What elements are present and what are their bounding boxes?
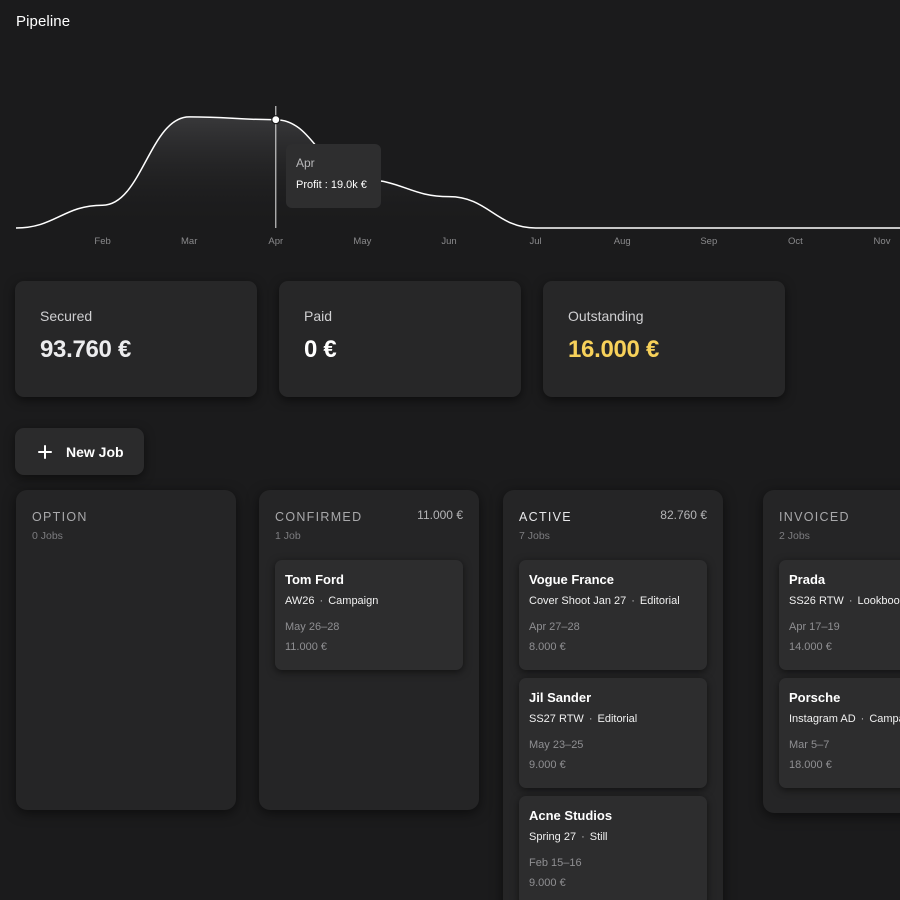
plus-icon: [38, 444, 52, 459]
secured-value: 93.760 €: [40, 336, 132, 363]
job-meta: SS26 RTW·Lookbook: [789, 595, 900, 607]
job-client: Acne Studios: [529, 808, 613, 823]
column-confirmed[interactable]: CONFIRMED 11.000 € 1 Job Tom Ford AW26 · C…: [259, 490, 479, 810]
paid-label: Paid: [304, 308, 333, 324]
chart-series-line-profit: [15, 116, 900, 229]
job-amount: 8.000 €: [529, 641, 566, 653]
new-job-button[interactable]: New Job: [15, 428, 144, 475]
job-client: Vogue France: [529, 572, 615, 587]
job-card-acne-studios[interactable]: Acne Studios Spring 27 · Still Feb 15–16 9…: [519, 796, 707, 900]
outstanding-label: Outstanding: [568, 308, 644, 324]
outstanding-card: Outstanding 16.000 €: [543, 281, 785, 397]
column-option[interactable]: OPTION 0 Jobs: [16, 490, 236, 810]
job-card-jil-sander[interactable]: Jil Sander SS27 RTW · Editorial May 23–25 …: [519, 678, 707, 788]
column-active[interactable]: ACTIVE 82.760 € 7 Jobs Vogue France Cove…: [503, 490, 723, 900]
job-meta: SS27 RTW · Editorial: [529, 713, 638, 725]
column-header: CONFIRMED 11.000 €: [275, 508, 463, 524]
x-tick-label-jul: Jul: [530, 236, 542, 247]
column-invoiced[interactable]: INVOICED 2 Jobs Prada SS26 RTW·Lookbook …: [763, 490, 900, 813]
tooltip-value: Profit : 19.0k €: [296, 179, 367, 191]
job-type: Editorial: [597, 713, 638, 725]
job-client: Jil Sander: [529, 690, 592, 705]
new-job-label: New Job: [66, 443, 124, 460]
column-total: 82.760 €: [660, 508, 707, 522]
column-total: 11.000 €: [417, 508, 463, 522]
column-title: OPTION: [32, 510, 88, 524]
chart-highlight-point: [271, 115, 281, 125]
paid-value: 0 €: [304, 336, 337, 363]
paid-card: Paid 0 €: [279, 281, 521, 397]
job-type: Still: [589, 831, 608, 843]
job-dates: Mar 5–7: [789, 739, 830, 751]
job-client: Prada: [789, 572, 826, 587]
job-dates: Apr 27–28: [529, 621, 580, 633]
job-card-prada[interactable]: Prada SS26 RTW·Lookbook Apr 17–19 14.000…: [779, 560, 900, 670]
column-job-count: 2 Jobs: [779, 530, 810, 542]
job-card-vogue-france[interactable]: Vogue France Cover Shoot Jan 27 · Editoria…: [519, 560, 707, 670]
job-project: Spring 27: [529, 831, 577, 843]
job-dates: May 26–28: [285, 621, 340, 633]
x-tick-label-may: May: [353, 236, 371, 247]
job-meta: Spring 27 · Still: [529, 831, 608, 843]
tooltip-month: Apr: [296, 156, 315, 170]
job-project: Cover Shoot Jan 27: [529, 595, 627, 607]
chart-x-axis: Feb Mar Apr May Jun Jul Aug Sep Oct Nov: [94, 236, 890, 247]
job-project: SS27 RTW: [529, 713, 584, 725]
job-dates: Feb 15–16: [529, 857, 582, 869]
secured-label: Secured: [40, 308, 93, 324]
job-dates: May 23–25: [529, 739, 584, 751]
job-meta: Cover Shoot Jan 27 · Editorial: [529, 595, 680, 607]
column-job-count: 1 Job: [275, 530, 301, 542]
job-amount: 9.000 €: [529, 759, 566, 771]
column-job-count: 7 Jobs: [519, 530, 550, 542]
column-header: OPTION: [32, 508, 220, 524]
job-type: Lookbook: [857, 595, 900, 607]
x-tick-label-feb: Feb: [94, 236, 110, 247]
job-amount: 9.000 €: [529, 877, 566, 889]
x-tick-label-mar: Mar: [181, 236, 197, 247]
job-project: SS26 RTW: [789, 595, 844, 607]
job-card-tom-ford[interactable]: Tom Ford AW26 · Campaign May 26–28 11.000 …: [275, 560, 463, 670]
x-tick-label-jun: Jun: [441, 236, 456, 247]
x-tick-label-nov: Nov: [874, 236, 891, 247]
job-card-porsche[interactable]: Porsche Instagram AD·Campaign Mar 5–7 18…: [779, 678, 900, 788]
x-tick-label-oct: Oct: [788, 236, 803, 247]
job-amount: 14.000 €: [789, 641, 832, 653]
job-project: AW26: [285, 595, 315, 607]
job-type: Campaign: [328, 595, 379, 607]
page-title: Pipeline: [16, 13, 71, 30]
job-meta: AW26 · Campaign: [285, 595, 379, 607]
column-header: ACTIVE 82.760 €: [519, 508, 707, 524]
column-title: INVOICED: [779, 510, 850, 524]
column-title: ACTIVE: [519, 510, 572, 524]
job-amount: 11.000 €: [285, 641, 328, 653]
job-meta: Instagram AD·Campaign: [789, 713, 900, 725]
job-type: Campaign: [869, 713, 900, 725]
job-client: Porsche: [789, 690, 841, 705]
secured-card: Secured 93.760 €: [15, 281, 257, 397]
job-client: Tom Ford: [285, 572, 344, 587]
x-tick-label-apr: Apr: [268, 236, 283, 247]
column-title: CONFIRMED: [275, 510, 363, 524]
job-dates: Apr 17–19: [789, 621, 840, 633]
x-tick-label-sep: Sep: [700, 236, 717, 247]
chart-tooltip: Apr Profit : 19.0k €: [286, 144, 381, 208]
job-type: Editorial: [639, 595, 680, 607]
job-project: Instagram AD: [789, 713, 856, 725]
x-tick-label-aug: Aug: [614, 236, 631, 247]
job-amount: 18.000 €: [789, 759, 832, 771]
column-header: INVOICED: [779, 508, 900, 524]
outstanding-value: 16.000 €: [568, 336, 660, 363]
chart-area-fill: [16, 116, 900, 229]
column-job-count: 0 Jobs: [32, 530, 63, 542]
profit-area-chart[interactable]: Feb Mar Apr May Jun Jul Aug Sep Oct Nov: [0, 0, 900, 260]
